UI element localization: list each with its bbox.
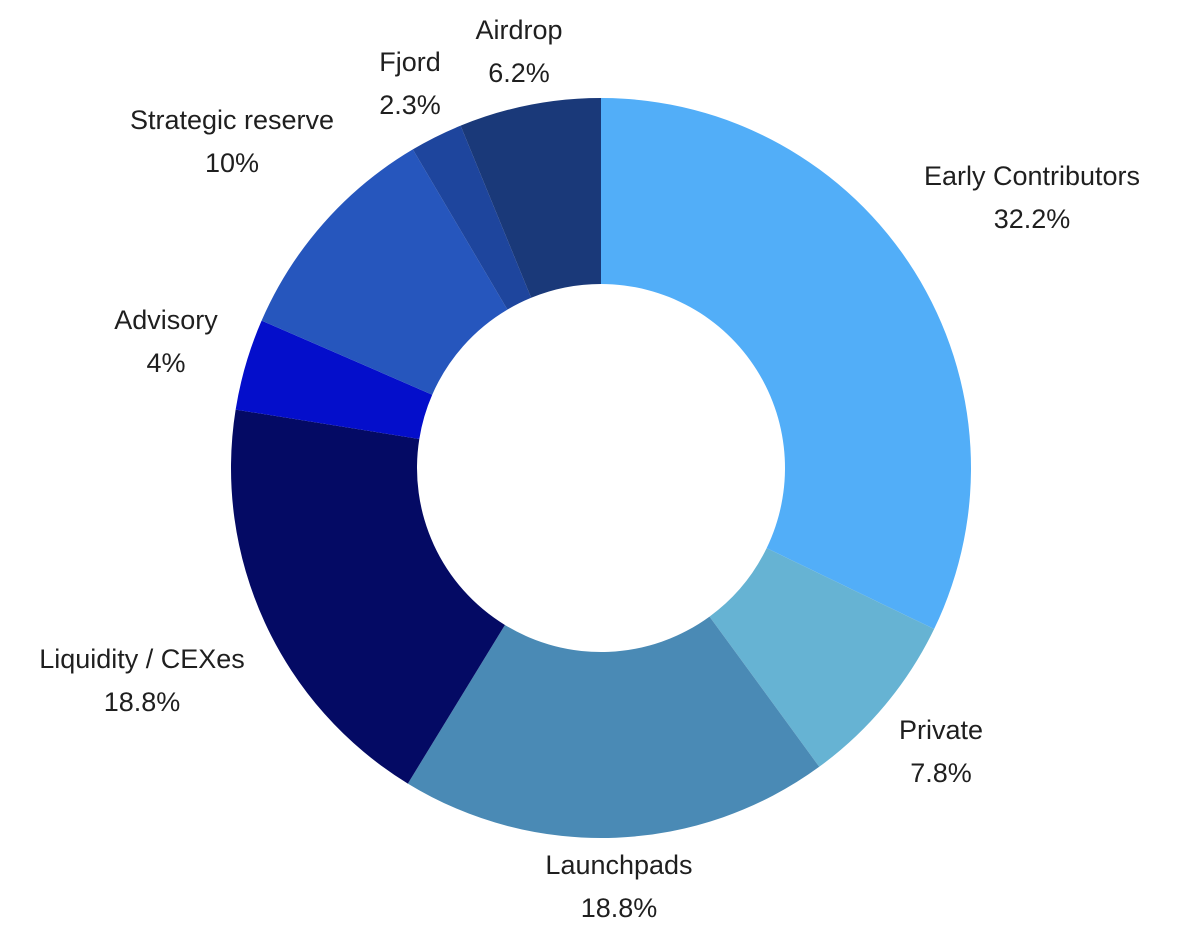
slice-value-liquidity-cexes: 18.8% [104,687,181,717]
slice-value-airdrop: 6.2% [488,58,550,88]
slice-liquidity-cexes [230,409,505,784]
slice-airdrop [460,98,601,298]
slice-label-private: Private [899,715,983,745]
slice-early-contributors [601,98,971,630]
slice-fjord [412,125,532,310]
slice-labels: Early Contributors 32.2% Private 7.8% Launch… [39,15,1140,923]
donut-slices [230,98,971,839]
slice-launchpads [407,616,820,839]
slice-value-early-contributors: 32.2% [994,204,1071,234]
slice-label-launchpads: Launchpads [545,850,692,880]
slice-value-fjord: 2.3% [379,90,441,120]
slice-value-strategic-reserve: 10% [205,148,259,178]
slice-value-advisory: 4% [146,348,185,378]
slice-label-liquidity-cexes: Liquidity / CEXes [39,644,245,674]
slice-advisory [235,320,433,439]
slice-value-private: 7.8% [910,758,972,788]
slice-label-advisory: Advisory [114,305,218,335]
slice-strategic-reserve [261,149,508,395]
slice-label-airdrop: Airdrop [475,15,562,45]
slice-label-strategic-reserve: Strategic reserve [130,105,334,135]
slice-label-early-contributors: Early Contributors [924,161,1140,191]
slice-label-fjord: Fjord [379,47,441,77]
slice-private [709,548,935,767]
slice-value-launchpads: 18.8% [581,893,658,923]
